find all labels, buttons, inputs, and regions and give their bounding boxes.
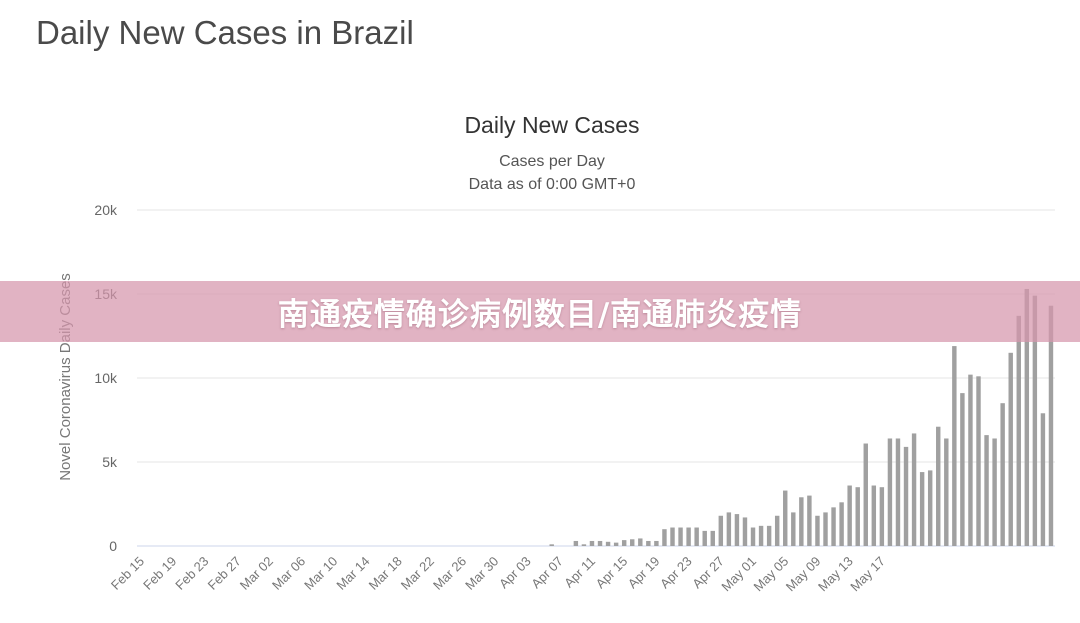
x-tick-label: Mar 14 — [333, 554, 372, 593]
banner-text: 南通疫情确诊病例数目/南通肺炎疫情 — [277, 297, 803, 333]
bar — [597, 540, 603, 546]
chart-title: Daily New Cases — [464, 112, 639, 138]
bar — [936, 426, 941, 546]
bar — [694, 527, 699, 546]
bar — [815, 515, 820, 546]
bar — [1032, 295, 1038, 546]
bar — [992, 438, 997, 546]
bar — [662, 529, 667, 546]
x-tick-label: Mar 26 — [430, 554, 469, 593]
x-tick-label: Apr 15 — [593, 554, 631, 592]
x-tick-label: Apr 03 — [496, 554, 534, 592]
x-tick-label: Feb 27 — [205, 554, 244, 593]
bar — [686, 527, 691, 546]
bar — [839, 502, 844, 546]
bar — [1040, 413, 1046, 546]
bar — [903, 446, 909, 546]
bar — [791, 512, 796, 546]
bar — [823, 512, 828, 546]
bar — [758, 525, 764, 546]
bar — [871, 485, 877, 546]
bar — [831, 507, 836, 546]
bar — [807, 495, 812, 546]
y-tick-label: 20k — [94, 202, 118, 218]
x-tick-label: May 13 — [815, 554, 856, 595]
y-axis-ticks: 05k10k15k20k — [94, 202, 118, 554]
bar — [630, 539, 635, 546]
bar — [621, 540, 627, 546]
x-tick-label: Feb 15 — [108, 554, 147, 593]
bar — [589, 540, 595, 546]
bar — [613, 542, 619, 546]
x-tick-label: Apr 23 — [657, 554, 695, 592]
x-tick-label: Mar 06 — [269, 554, 308, 593]
bar — [1016, 315, 1021, 546]
bar — [968, 374, 973, 546]
bar — [638, 538, 643, 546]
x-tick-label: May 17 — [847, 554, 888, 595]
y-tick-label: 0 — [109, 538, 117, 554]
bar — [1000, 403, 1005, 546]
bar — [750, 527, 756, 546]
bar — [549, 544, 554, 546]
bar — [1008, 352, 1013, 546]
x-tick-label: Mar 22 — [398, 554, 437, 593]
bar — [726, 512, 732, 546]
bar — [783, 490, 788, 546]
bar — [911, 433, 917, 546]
bar — [919, 472, 925, 546]
overlay-banner: 南通疫情确诊病例数目/南通肺炎疫情 — [0, 281, 1080, 342]
x-tick-label: May 09 — [783, 554, 824, 595]
y-tick-label: 5k — [102, 454, 118, 470]
x-tick-label: Apr 07 — [528, 554, 566, 592]
bar — [766, 525, 772, 546]
chart-subtitle-1: Cases per Day — [499, 153, 605, 170]
x-tick-label: Mar 30 — [462, 554, 501, 593]
bar — [799, 497, 804, 546]
bar — [895, 438, 901, 546]
bars — [549, 288, 1054, 546]
chart-subtitle-2: Data as of 0:00 GMT+0 — [469, 176, 636, 193]
bar — [1024, 288, 1030, 546]
bar — [976, 376, 981, 546]
bar — [581, 544, 587, 546]
x-tick-label: Apr 11 — [561, 554, 598, 591]
x-tick-label: May 05 — [751, 554, 792, 595]
bar — [654, 540, 659, 546]
bar — [702, 530, 707, 546]
bar — [573, 540, 579, 546]
x-tick-label: May 01 — [718, 554, 759, 595]
bar — [863, 443, 868, 546]
y-tick-label: 10k — [94, 370, 118, 386]
bar — [774, 515, 780, 546]
x-tick-label: Mar 18 — [366, 554, 405, 593]
bar — [927, 470, 933, 546]
bar — [1048, 305, 1054, 546]
bar — [879, 487, 885, 546]
bar — [710, 530, 715, 546]
bar — [887, 438, 893, 546]
x-tick-label: Mar 02 — [237, 554, 276, 593]
bar — [847, 485, 852, 546]
bar — [646, 540, 651, 546]
bar — [944, 438, 949, 546]
bar — [605, 541, 611, 546]
grid-lines — [137, 209, 1055, 547]
bar — [734, 514, 740, 546]
x-tick-label: Mar 10 — [301, 554, 340, 593]
page-heading: Daily New Cases in Brazil — [36, 14, 414, 51]
bar — [984, 435, 989, 546]
bar — [670, 527, 675, 546]
x-tick-label: Feb 19 — [140, 554, 179, 593]
bar — [960, 393, 965, 546]
x-tick-label: Apr 19 — [625, 554, 663, 592]
bar — [742, 517, 748, 546]
bar — [855, 487, 860, 546]
bar — [952, 346, 957, 546]
x-tick-label: Feb 23 — [172, 554, 211, 593]
bar — [718, 515, 724, 546]
bar — [678, 527, 683, 546]
